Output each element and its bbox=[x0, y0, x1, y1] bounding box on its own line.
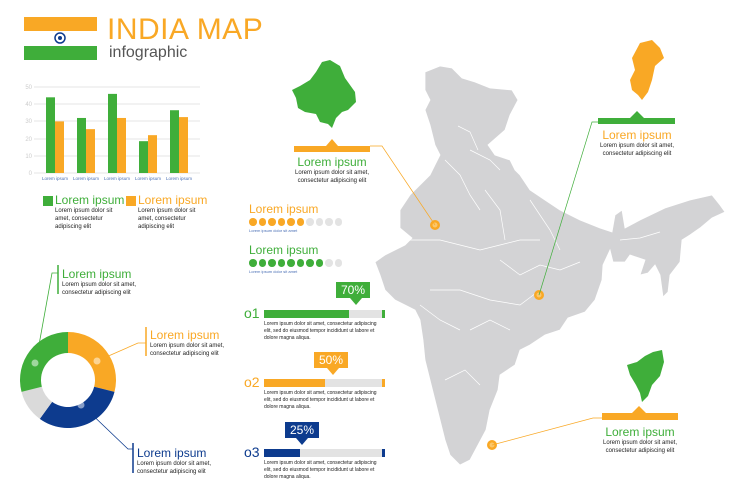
rating-dot bbox=[277, 218, 285, 226]
bar bbox=[86, 129, 95, 173]
bar bbox=[46, 97, 55, 173]
dot-rating-orange: Lorem ipsum Lorem ipsum dolor sit amet bbox=[249, 202, 342, 235]
segment-icon bbox=[31, 359, 39, 367]
progress-bar bbox=[264, 310, 385, 318]
percent-badge: 50% bbox=[314, 352, 348, 368]
map-callout-1: Lorem ipsum Lorem ipsum dolor sit amet, … bbox=[294, 155, 370, 184]
callout-base bbox=[602, 406, 678, 420]
rating-dots bbox=[249, 218, 342, 226]
bar bbox=[108, 93, 117, 173]
rating-dot bbox=[268, 259, 276, 267]
callout-base bbox=[294, 139, 370, 152]
state-borders bbox=[410, 125, 661, 386]
page-title: INDIA MAP bbox=[107, 13, 264, 46]
rating-dot bbox=[287, 218, 295, 226]
percent-badge: 70% bbox=[336, 282, 370, 298]
india-map-outline bbox=[374, 65, 726, 466]
map-callout-3: Lorem ipsum Lorem ipsum dolor sit amet, … bbox=[602, 425, 678, 454]
rating-dot bbox=[306, 218, 314, 226]
rating-dot bbox=[268, 218, 276, 226]
bar bbox=[179, 117, 188, 173]
state-rajasthan-icon bbox=[292, 60, 356, 128]
legend-swatch bbox=[126, 195, 136, 206]
rating-dot bbox=[315, 218, 323, 226]
x-tick: Lorem ipsum bbox=[73, 176, 99, 181]
segment-icon bbox=[77, 401, 85, 409]
bar bbox=[117, 117, 126, 173]
progress-bar bbox=[264, 379, 385, 387]
rating-dot bbox=[277, 259, 285, 267]
donut-segment bbox=[21, 386, 53, 419]
donut-segment bbox=[19, 332, 68, 392]
dot-rating-green: Lorem ipsum Lorem ipsum dolor sit amet bbox=[249, 243, 342, 276]
percent-badge: 25% bbox=[285, 422, 319, 438]
bar bbox=[148, 135, 157, 173]
rating-dot bbox=[325, 218, 333, 226]
rating-dot bbox=[287, 259, 295, 267]
legend-swatch bbox=[43, 195, 53, 206]
donut-segment bbox=[39, 386, 115, 428]
rating-dot bbox=[306, 259, 314, 267]
rating-dot bbox=[249, 259, 257, 267]
donut-callout-orange: Lorem ipsum Lorem ipsum dolor sit amet, … bbox=[150, 328, 225, 357]
rating-dot bbox=[296, 218, 304, 226]
rating-dot bbox=[249, 218, 257, 226]
donut-callout-green: Lorem ipsum Lorem ipsum dolor sit amet, … bbox=[62, 267, 137, 296]
rating-dot bbox=[315, 259, 323, 267]
india-flag-icon bbox=[24, 17, 97, 60]
callout-base bbox=[598, 111, 675, 124]
state-tamilnadu-icon bbox=[627, 350, 664, 402]
donut-chart bbox=[19, 265, 147, 473]
state-chhattisgarh-icon bbox=[630, 40, 664, 100]
bar-chart: 50 40 30 20 10 0 Lorem ipsum Lorem ipsum L… bbox=[25, 85, 200, 181]
legend-item-orange: Lorem ipsum Lorem ipsum dolor sit amet, … bbox=[126, 193, 216, 231]
rating-dot bbox=[258, 218, 266, 226]
rating-dot bbox=[334, 218, 342, 226]
y-tick: 50 bbox=[25, 85, 32, 91]
x-tick: Lorem ipsum bbox=[166, 176, 192, 181]
progress-item-3: 25% o3 Lorem ipsum dolor sit amet, conse… bbox=[244, 422, 389, 484]
x-tick: Lorem ipsum bbox=[104, 176, 130, 181]
rating-dot bbox=[334, 259, 342, 267]
y-tick: 10 bbox=[25, 154, 32, 160]
donut-callout-blue: Lorem ipsum Lorem ipsum dolor sit amet, … bbox=[137, 446, 212, 475]
segment-icon bbox=[93, 357, 101, 365]
page-subtitle: infographic bbox=[109, 44, 188, 61]
progress-item-2: 50% o2 Lorem ipsum dolor sit amet, conse… bbox=[244, 352, 389, 414]
rating-dot bbox=[296, 259, 304, 267]
y-tick: 20 bbox=[25, 137, 32, 143]
y-tick: 0 bbox=[29, 171, 33, 177]
progress-item-1: 70% o1 Lorem ipsum dolor sit amet, conse… bbox=[244, 282, 389, 344]
x-tick: Lorem ipsum bbox=[42, 176, 68, 181]
rating-dots bbox=[249, 259, 342, 267]
y-tick: 30 bbox=[25, 119, 32, 125]
rating-dot bbox=[258, 259, 266, 267]
x-tick: Lorem ipsum bbox=[135, 176, 161, 181]
progress-bar bbox=[264, 449, 385, 457]
map-callout-2: Lorem ipsum Lorem ipsum dolor sit amet, … bbox=[599, 128, 675, 157]
y-tick: 40 bbox=[25, 102, 32, 108]
rating-dot bbox=[325, 259, 333, 267]
bar bbox=[55, 121, 64, 173]
bar bbox=[77, 117, 86, 173]
bar bbox=[170, 110, 179, 173]
legend-item-green: Lorem ipsum Lorem ipsum dolor sit amet, … bbox=[43, 193, 133, 231]
donut-segment bbox=[68, 332, 116, 392]
ashoka-chakra-icon bbox=[54, 32, 66, 45]
bar bbox=[139, 141, 148, 173]
